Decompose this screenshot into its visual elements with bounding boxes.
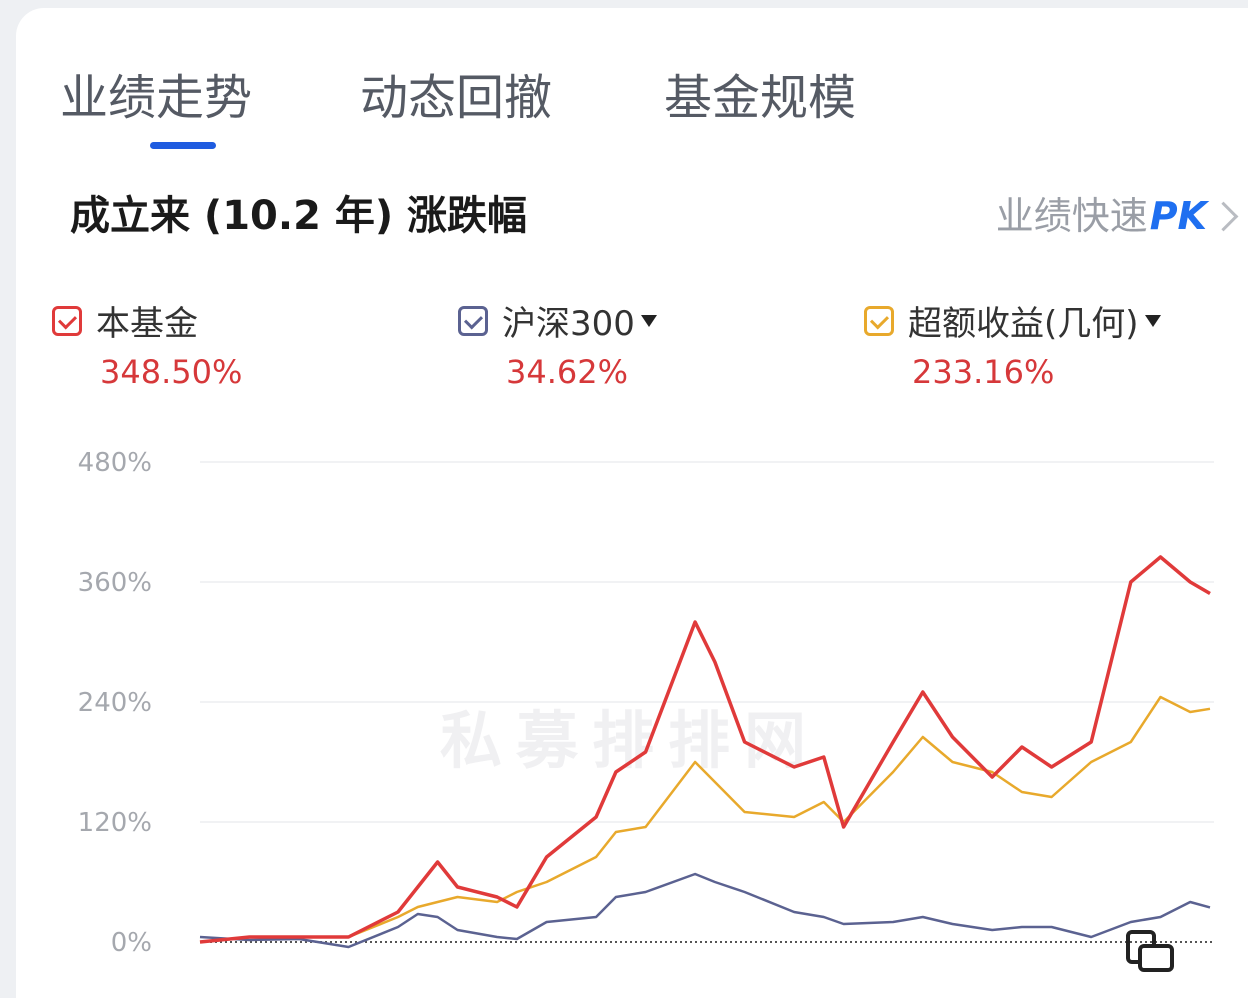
period-return-title: 成立来 (10.2 年) 涨跌幅 <box>70 193 528 239</box>
y-tick-label: 360% <box>78 568 152 598</box>
caret-down-icon[interactable] <box>1144 314 1161 327</box>
quick-pk-link[interactable]: 业绩快速 PK <box>995 192 1239 240</box>
chart-series <box>199 555 1211 949</box>
tab-dynamic-drawdown[interactable]: 动态回撤 <box>360 70 553 126</box>
quick-pk-strong: PK <box>1149 194 1207 238</box>
fullscreen-toggle-icon[interactable] <box>1124 926 1176 974</box>
legend-csi300-label: 沪深300 <box>502 304 635 344</box>
legend-csi300: 沪深300 34.62% <box>458 296 657 391</box>
performance-line-chart: 480% 360% 240% 120% 0% <box>78 448 1214 958</box>
y-tick-label: 120% <box>78 808 152 838</box>
active-tab-indicator <box>150 142 216 149</box>
series-line-excess <box>199 695 1211 944</box>
chart-grid <box>200 461 1214 943</box>
legend-excess-value: 233.16% <box>912 353 1055 391</box>
y-tick-label: 480% <box>78 448 152 478</box>
caret-down-icon[interactable] <box>640 314 657 327</box>
tab-performance-trend[interactable]: 业绩走势 <box>60 70 253 126</box>
legend-csi300-value: 34.62% <box>506 353 629 391</box>
legend-fund: 本基金 348.50% <box>52 296 242 391</box>
series-line-fund <box>199 555 1211 944</box>
series-line-csi300 <box>199 872 1211 949</box>
legend-excess: 超额收益(几何) 233.16% <box>864 296 1161 391</box>
tab-fund-scale[interactable]: 基金规模 <box>664 70 857 126</box>
checkbox-fund[interactable] <box>52 305 82 336</box>
y-axis-ticks: 480% 360% 240% 120% 0% <box>78 448 152 958</box>
legend-fund-value: 348.50% <box>100 353 243 391</box>
y-tick-label: 0% <box>111 928 152 958</box>
checkbox-excess[interactable] <box>864 305 894 336</box>
legend-excess-label: 超额收益(几何) <box>908 304 1139 344</box>
y-tick-label: 240% <box>78 688 152 718</box>
chevron-right-icon <box>1208 201 1239 231</box>
legend-fund-label: 本基金 <box>96 304 198 344</box>
fund-performance-card: 业绩走势 动态回撤 基金规模 成立来 (10.2 年) 涨跌幅 业绩快速 PK … <box>16 8 1248 998</box>
checkbox-csi300[interactable] <box>458 305 488 336</box>
quick-pk-prefix: 业绩快速 <box>995 194 1148 238</box>
